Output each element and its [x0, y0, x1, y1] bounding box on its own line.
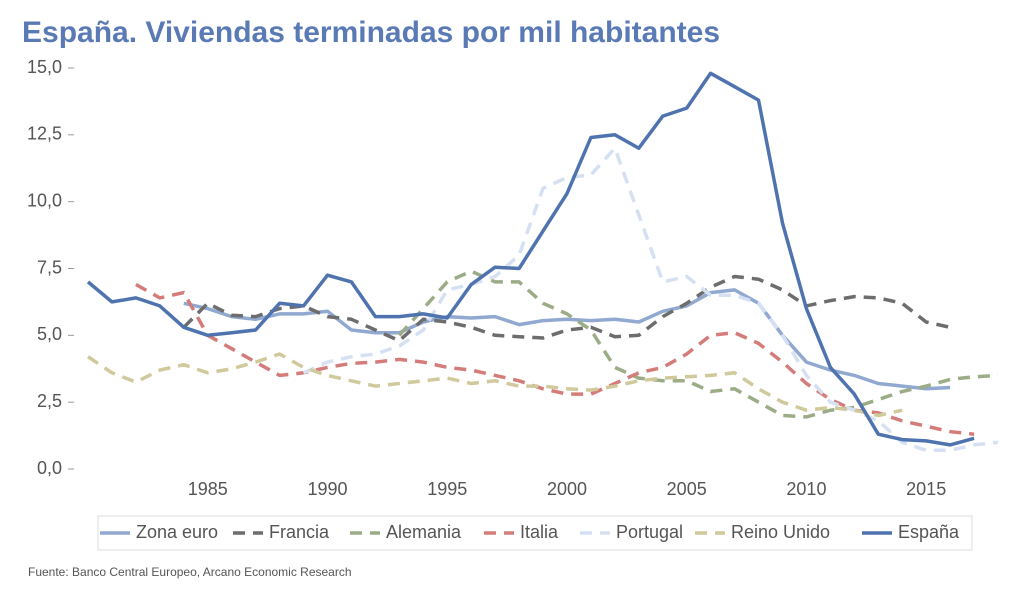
chart-title: España. Viviendas terminadas por mil hab… — [22, 16, 720, 49]
legend-label: Francia — [269, 522, 330, 542]
legend-label: Alemania — [386, 522, 462, 542]
y-tick-label: 5,0 — [37, 324, 62, 344]
series-line — [302, 146, 999, 453]
series-line — [182, 274, 951, 343]
x-tick-label: 1995 — [427, 479, 467, 499]
series-line — [87, 352, 903, 418]
x-tick-label: 2015 — [906, 479, 946, 499]
legend-label: España — [898, 522, 960, 542]
series-line — [86, 71, 975, 447]
x-tick-label: 1985 — [188, 479, 228, 499]
legend-box — [97, 515, 973, 551]
series-line — [135, 282, 975, 436]
source-note: Fuente: Banco Central Europeo, Arcano Ec… — [28, 565, 352, 579]
y-tick-label: 7,5 — [37, 257, 62, 277]
legend-label: Zona euro — [136, 522, 218, 542]
x-tick-label: 2000 — [547, 479, 587, 499]
x-tick-label: 1990 — [307, 479, 347, 499]
y-tick-label: 12,5 — [27, 124, 62, 144]
x-tick-label: 2005 — [667, 479, 707, 499]
y-tick-label: 2,5 — [37, 391, 62, 411]
legend-label: Portugal — [616, 522, 683, 542]
y-tick-label: 10,0 — [27, 190, 62, 210]
y-tick-label: 0,0 — [37, 458, 62, 478]
series-line — [397, 269, 999, 419]
x-tick-label: 2010 — [786, 479, 826, 499]
legend-label: Italia — [520, 522, 559, 542]
y-tick-label: 15,0 — [27, 57, 62, 77]
series-line — [183, 288, 951, 391]
legend-label: Reino Unido — [731, 522, 830, 542]
